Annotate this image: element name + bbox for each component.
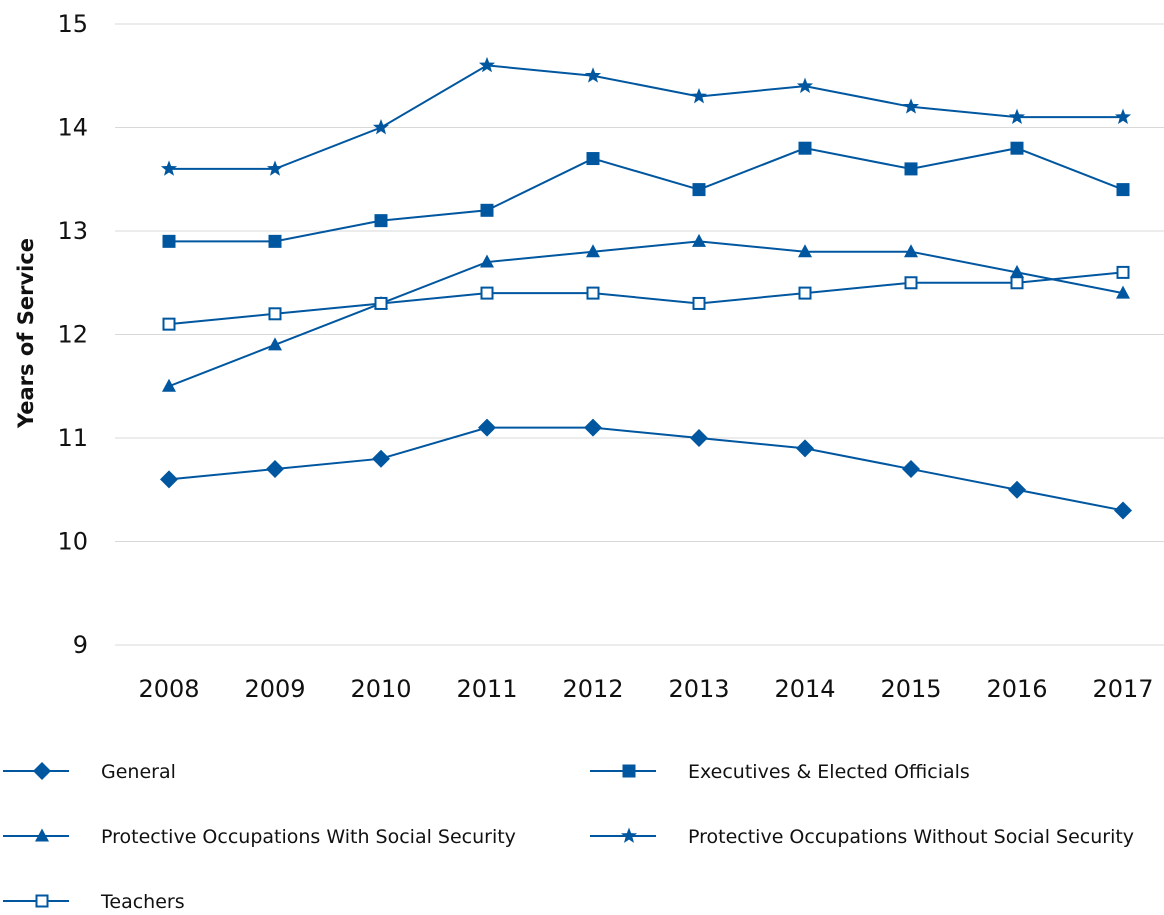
data-point-s4-4 [586, 286, 600, 300]
data-point-s1-8 [1010, 141, 1024, 155]
legend: General Executives & Elected Officials Pro… [3, 761, 1134, 913]
legend-label: Teachers [100, 891, 185, 913]
x-tick-label: 2017 [1092, 675, 1153, 703]
y-tick-label: 9 [73, 631, 88, 659]
series-lines [168, 64, 1124, 512]
data-point-s3-7 [902, 98, 920, 114]
legend-item: General [3, 761, 176, 783]
data-point-s3-2 [372, 119, 390, 135]
data-point-s2-5 [692, 233, 706, 247]
data-point-s4-6 [798, 286, 812, 300]
data-point-s0-2 [372, 449, 390, 468]
x-tick-label: 2009 [244, 675, 305, 703]
data-point-s2-0 [162, 378, 176, 392]
series-line-4 [168, 271, 1124, 326]
data-point-s1-6 [798, 141, 812, 155]
series-line-1 [169, 147, 1124, 243]
series-line-3 [169, 64, 1123, 170]
x-tick-label: 2013 [668, 675, 729, 703]
x-tick-label: 2014 [774, 675, 835, 703]
y-tick-label: 15 [57, 10, 88, 38]
data-point-s1-9 [1116, 183, 1130, 197]
legend-marker [35, 894, 49, 908]
legend-label: Protective Occupations Without Social Se… [688, 826, 1134, 848]
y-axis-ticks: 9 10 11 12 13 14 15 [57, 10, 88, 659]
data-point-s1-7 [904, 162, 918, 176]
data-point-s1-3 [480, 203, 494, 217]
data-point-s0-9 [1114, 501, 1132, 520]
x-tick-label: 2008 [138, 675, 199, 703]
data-point-s4-8 [1010, 276, 1024, 290]
data-point-s1-4 [586, 152, 600, 166]
data-point-s1-2 [374, 214, 388, 228]
data-point-s4-3 [480, 286, 494, 300]
data-point-s2-7 [904, 244, 918, 258]
y-tick-label: 11 [57, 424, 88, 452]
data-point-s4-1 [268, 307, 282, 321]
data-point-s0-3 [478, 418, 496, 437]
legend-item: Protective Occupations With Social Secur… [3, 826, 516, 848]
data-point-s2-8 [1010, 264, 1024, 278]
data-point-s4-7 [904, 276, 918, 290]
x-tick-label: 2015 [880, 675, 941, 703]
data-point-s1-1 [268, 234, 282, 248]
data-point-s3-3 [478, 56, 496, 73]
legend-marker [35, 828, 49, 842]
data-point-s3-1 [266, 160, 284, 176]
legend-label: General [101, 761, 176, 783]
x-tick-label: 2012 [562, 675, 623, 703]
legend-marker [33, 762, 51, 780]
data-point-s2-6 [798, 244, 812, 258]
x-tick-label: 2010 [350, 675, 411, 703]
data-point-s2-9 [1116, 285, 1130, 299]
data-point-s4-5 [692, 296, 706, 310]
data-point-s0-8 [1008, 480, 1026, 499]
x-tick-label: 2011 [456, 675, 517, 703]
data-point-s1-0 [162, 234, 176, 248]
data-point-s4-0 [162, 317, 176, 331]
legend-item: Teachers [3, 891, 185, 913]
data-point-s3-4 [584, 67, 602, 83]
data-point-s0-7 [902, 460, 920, 479]
data-point-s4-9 [1116, 265, 1130, 279]
data-point-s0-4 [584, 418, 602, 437]
data-point-s2-3 [480, 254, 494, 268]
legend-item: Executives & Elected Officials [590, 761, 970, 783]
y-tick-label: 14 [57, 114, 88, 142]
legend-marker [622, 764, 636, 778]
x-tick-label: 2016 [986, 675, 1047, 703]
data-point-s3-6 [796, 77, 814, 93]
y-tick-label: 13 [57, 217, 88, 245]
data-point-s4-2 [374, 296, 388, 310]
data-point-s0-0 [160, 470, 178, 489]
data-point-s2-4 [586, 244, 600, 258]
series-line-0 [168, 426, 1124, 512]
series-markers [160, 56, 1132, 520]
data-point-s2-1 [268, 337, 282, 351]
data-point-s3-5 [690, 87, 708, 104]
data-point-s0-6 [796, 439, 814, 458]
legend-label: Protective Occupations With Social Secur… [101, 826, 516, 848]
data-point-s0-1 [266, 460, 284, 479]
legend-item: Protective Occupations Without Social Se… [590, 826, 1134, 848]
gridlines [115, 23, 1164, 646]
data-point-s3-8 [1008, 108, 1026, 125]
series-line-2 [168, 240, 1124, 388]
y-tick-label: 12 [57, 321, 88, 349]
y-axis-label: Years of Service [14, 238, 38, 429]
y-tick-label: 10 [57, 528, 88, 556]
legend-label: Executives & Elected Officials [688, 761, 970, 783]
data-point-s1-5 [692, 183, 706, 197]
data-point-s3-9 [1114, 108, 1132, 125]
data-point-s3-0 [160, 160, 178, 176]
legend-marker [620, 827, 638, 843]
data-point-s0-5 [690, 429, 708, 447]
x-axis-ticks: 2008 2009 2010 2011 2012 2013 2014 2015 2016 2017 [138, 675, 1153, 703]
